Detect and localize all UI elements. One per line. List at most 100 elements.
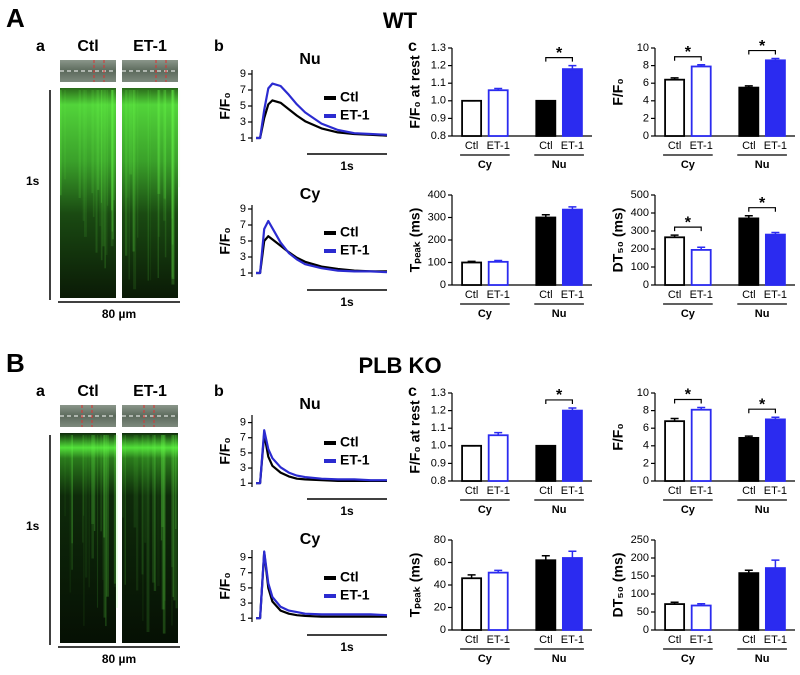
y-axis-label: DT₅₀ (ms): [610, 553, 626, 618]
significance-label: *: [556, 45, 563, 62]
x-tick-label: Ctl: [742, 634, 755, 646]
y-tick-label: 2: [643, 457, 649, 469]
y-axis-label: F/F₀ at rest: [407, 55, 423, 129]
bar: [738, 217, 760, 286]
y-tick-label: 7: [240, 84, 246, 96]
x-tick-label: Ctl: [539, 140, 552, 152]
y-tick-label: 1: [240, 267, 246, 279]
x-tick-label: Ctl: [668, 289, 681, 301]
x-tick-label: Ctl: [668, 634, 681, 646]
scan-streak: [106, 90, 109, 206]
scan-streak: [100, 435, 102, 532]
scan-streak: [175, 435, 177, 530]
bar: [461, 261, 483, 286]
bar: [664, 420, 686, 482]
scan-streak: [91, 435, 95, 525]
error-bar: [568, 550, 577, 558]
significance-label: *: [685, 387, 692, 404]
scan-streak: [163, 90, 166, 221]
scale-bar-label: 1s: [340, 504, 354, 518]
scan-streak: [83, 435, 85, 516]
bar: [535, 444, 557, 482]
scan-streak: [83, 435, 85, 626]
error-bar: [771, 416, 780, 420]
scan-streak: [113, 435, 117, 584]
bar: [487, 434, 509, 482]
bar: [738, 436, 760, 482]
scan-streak: [100, 90, 103, 261]
scan-streak: [106, 435, 109, 597]
line-scan: [60, 88, 116, 298]
y-tick-label: 200: [428, 234, 446, 246]
section-letter: A: [6, 3, 25, 33]
group-label: Nu: [755, 159, 770, 171]
group-label: Nu: [552, 159, 567, 171]
x-tick-label: ET-1: [487, 634, 510, 646]
group-label: Nu: [552, 653, 567, 665]
y-tick-label: 0: [643, 475, 649, 487]
y-tick-label: 100: [631, 261, 649, 273]
scan-streak: [171, 435, 173, 626]
error-bar: [568, 407, 577, 411]
x-tick-label: Ctl: [465, 485, 478, 497]
image-label: Ctl: [77, 383, 98, 400]
scan-streak: [85, 435, 88, 578]
scan-streak: [104, 90, 106, 269]
scan-streak: [136, 435, 139, 591]
scan-streak: [93, 435, 96, 532]
y-tick-label: 6: [643, 422, 649, 434]
scan-streak: [113, 435, 117, 588]
significance-bracket: [748, 408, 776, 414]
y-axis-label: F/F₀ at rest: [407, 400, 423, 474]
image-label: Ctl: [77, 38, 98, 55]
scan-streak: [60, 90, 62, 196]
y-tick-label: 8: [643, 60, 649, 72]
scan-streak: [133, 90, 137, 290]
scan-streak: [146, 435, 150, 633]
x-tick-label: Ctl: [465, 634, 478, 646]
scan-streak: [133, 435, 137, 528]
section-title: WT: [383, 8, 418, 33]
group-label: Nu: [755, 308, 770, 320]
y-tick-label: 0: [440, 624, 446, 636]
bar: [535, 559, 557, 631]
time-scale-label: 1s: [26, 174, 40, 188]
scan-streak: [99, 90, 102, 227]
y-tick-label: 4: [643, 440, 649, 452]
scan-streak: [88, 435, 90, 588]
scan-streak: [100, 90, 102, 203]
scan-streak: [64, 435, 66, 517]
scan-streak: [171, 90, 173, 219]
trace: [256, 429, 387, 485]
x-tick-label: ET-1: [690, 289, 713, 301]
y-tick-label: 3: [240, 251, 246, 263]
x-tick-label: Ctl: [539, 289, 552, 301]
scan-streak: [71, 435, 73, 570]
y-tick-label: 0: [440, 279, 446, 291]
x-tick-label: Ctl: [742, 485, 755, 497]
x-tick-label: ET-1: [764, 289, 787, 301]
scan-streak: [177, 90, 181, 188]
scan-streak: [132, 90, 135, 252]
y-tick-label: 5: [240, 447, 246, 459]
y-tick-label: 100: [631, 588, 649, 600]
y-axis-label: Tₚₑₐₖ (ms): [407, 553, 423, 618]
error-bar: [744, 435, 753, 438]
bar: [738, 86, 760, 137]
error-bar: [771, 559, 780, 569]
significance-bracket: [545, 399, 573, 404]
bar: [561, 557, 583, 631]
error-bar: [670, 234, 679, 238]
bar: [764, 418, 786, 482]
scan-streak: [170, 435, 174, 568]
y-tick-label: 400: [428, 189, 446, 201]
y-tick-label: 0.8: [431, 130, 446, 142]
scan-streak: [164, 90, 166, 200]
group-label: Cy: [681, 159, 696, 171]
y-axis-label: F/F₀: [217, 227, 233, 254]
trace: [256, 82, 388, 140]
y-tick-label: 0.8: [431, 475, 446, 487]
group-label: Cy: [681, 308, 696, 320]
error-bar: [670, 77, 679, 80]
scan-streak: [173, 435, 176, 601]
